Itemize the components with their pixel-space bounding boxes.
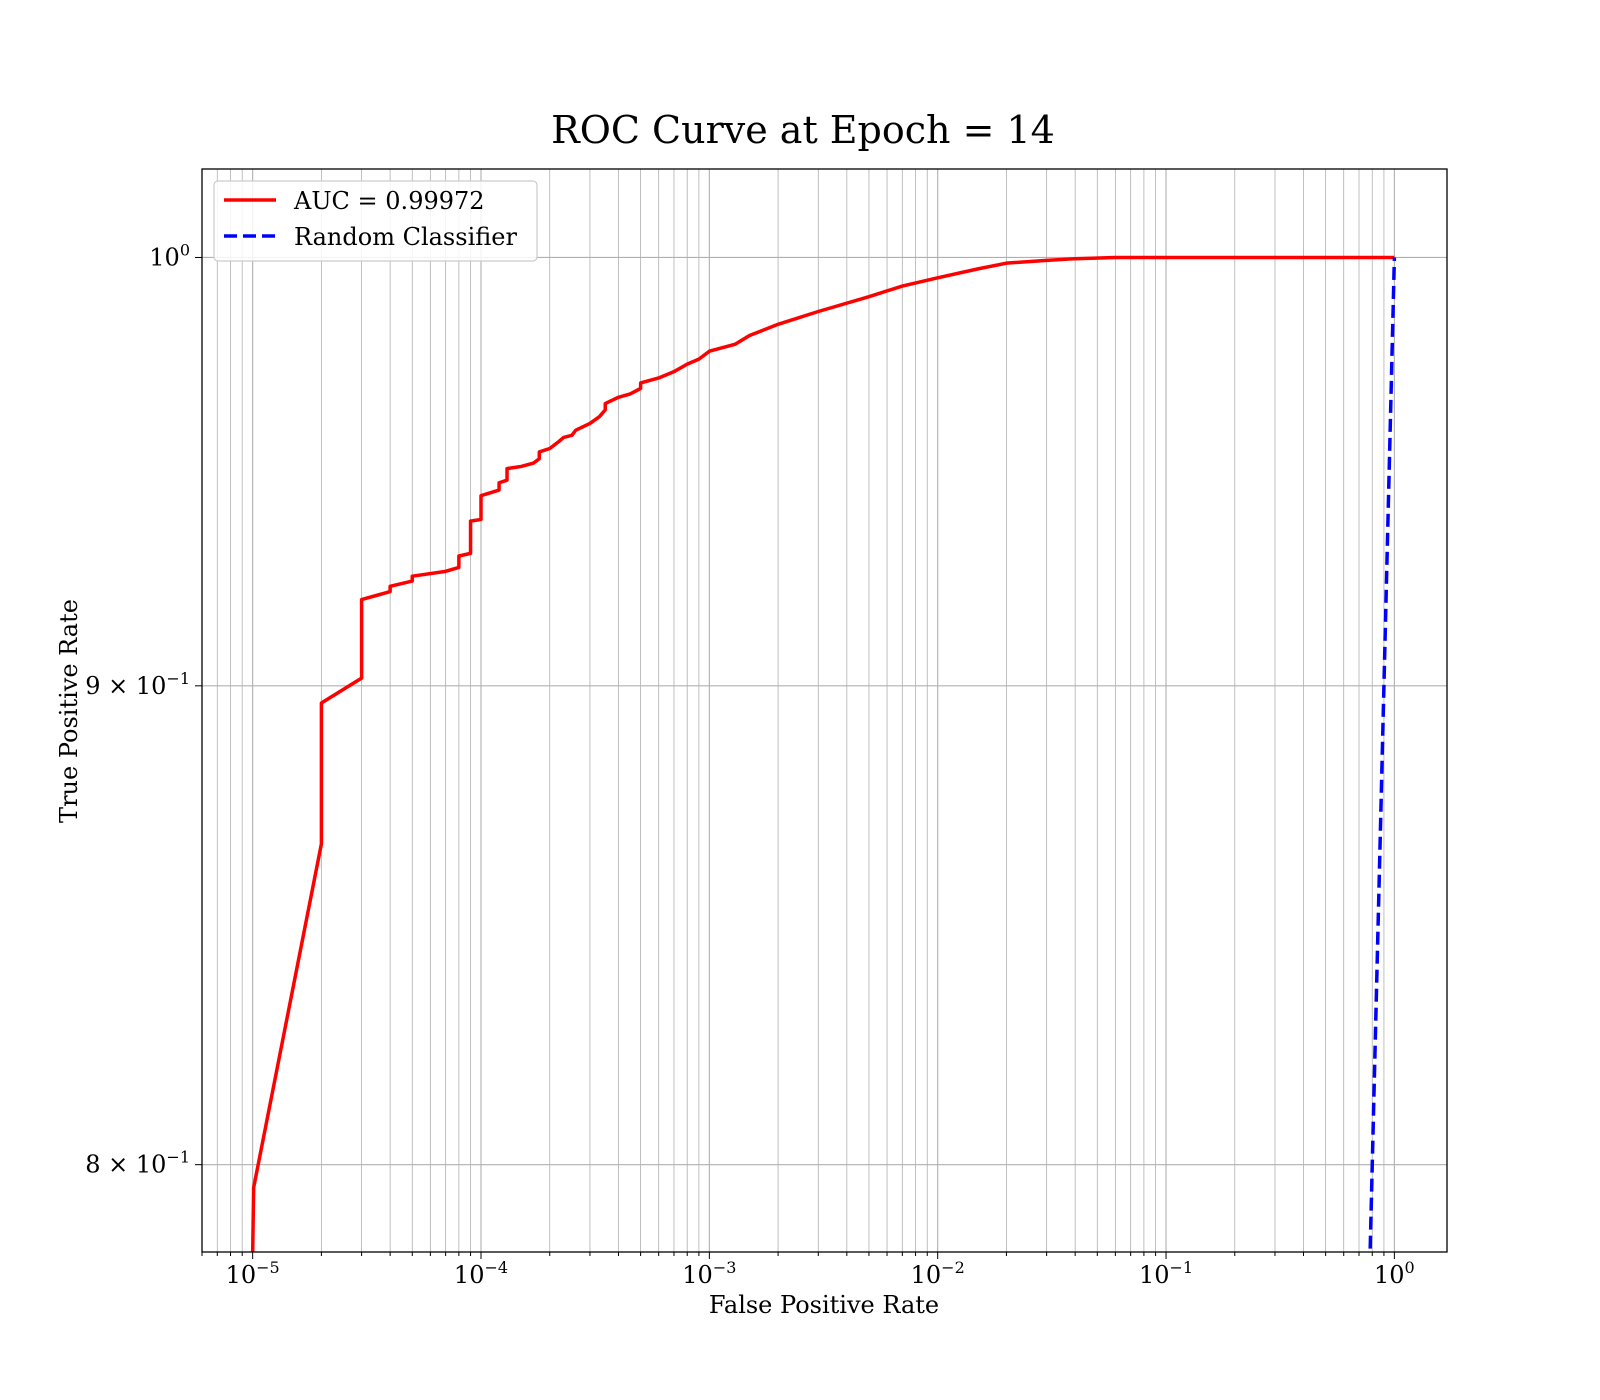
x-axis-label: False Positive Rate bbox=[709, 1291, 939, 1319]
grid-layer bbox=[201, 169, 1447, 1252]
legend-label-auc: AUC = 0.99972 bbox=[293, 187, 485, 215]
tick-layer: 10−5 10−4 10−3 10−2 10−1 100 100 9 × 10−1 8 × 10… bbox=[85, 240, 1415, 1289]
y-tick-label: 100 bbox=[149, 240, 190, 271]
x-tick-label: 10−5 bbox=[226, 1258, 280, 1289]
x-tick-label: 10−1 bbox=[1139, 1258, 1193, 1289]
x-tick-label: 10−3 bbox=[682, 1258, 736, 1289]
y-tick-label: 8 × 10−1 bbox=[85, 1148, 190, 1179]
legend: AUC = 0.99972 Random Classifier bbox=[213, 180, 538, 262]
legend-label-random: Random Classifier bbox=[294, 223, 517, 251]
series-layer bbox=[250, 255, 1397, 1252]
x-tick-label: 10−2 bbox=[911, 1258, 965, 1289]
plot-frame bbox=[201, 168, 1448, 1253]
chart-title: ROC Curve at Epoch = 14 bbox=[551, 108, 1055, 152]
x-tick-label: 10−4 bbox=[454, 1258, 508, 1289]
y-tick-label: 9 × 10−1 bbox=[85, 669, 190, 700]
random-classifier-line bbox=[1368, 257, 1397, 1252]
x-tick-label: 100 bbox=[1374, 1258, 1415, 1289]
roc-curve-line bbox=[250, 255, 1395, 1252]
legend-box bbox=[213, 180, 538, 262]
y-axis-label: True Positive Rate bbox=[55, 599, 83, 823]
